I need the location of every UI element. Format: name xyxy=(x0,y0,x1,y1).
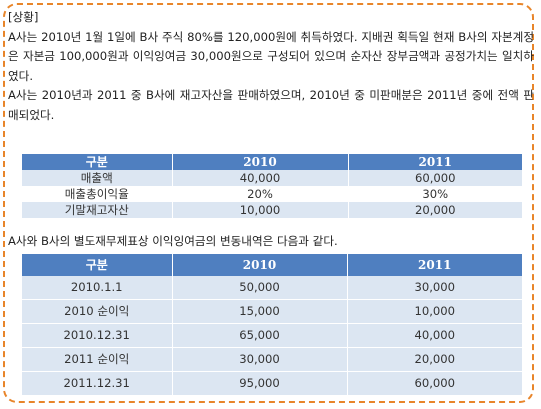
table-cell: 20,000 xyxy=(348,202,522,218)
paragraph-acquisition: A사는 2010년 1월 1일에 B사 주식 80%를 120,000원에 취득… xyxy=(8,29,534,83)
table-cell: 95,000 xyxy=(172,371,348,396)
paragraph-retained-earnings: A사와 B사의 별도재무제표상 이익잉여금의 변동내역은 다음과 같다. xyxy=(8,234,338,248)
table-row: 매출총이익율 20% 30% xyxy=(22,186,522,202)
table-cell: 40,000 xyxy=(347,323,522,348)
table-cell: 60,000 xyxy=(348,170,522,186)
column-header: 2010 xyxy=(172,154,349,170)
table-cell: 30,000 xyxy=(347,276,522,300)
table-cell: 10,000 xyxy=(172,202,349,218)
column-header: 구분 xyxy=(22,154,173,170)
paragraph-inventory-sales: A사는 2010년과 2011 중 B사에 재고자산을 판매하였으며, 2010… xyxy=(8,88,534,122)
column-header: 2011 xyxy=(348,154,522,170)
table-row: 2010.12.31 65,000 40,000 xyxy=(22,323,522,348)
table-cell: 2011 순이익 xyxy=(22,347,173,372)
table-cell: 30% xyxy=(348,186,522,202)
table-cell: 20,000 xyxy=(347,347,522,372)
table-row: 2010.1.1 50,000 30,000 xyxy=(22,276,522,300)
table-header-row: 구분 2010 2011 xyxy=(22,154,522,170)
table-cell: 2010.12.31 xyxy=(22,323,173,348)
table-cell: 50,000 xyxy=(172,276,348,300)
table-cell: 매출총이익율 xyxy=(22,186,173,202)
table-cell: 60,000 xyxy=(347,371,522,396)
table-row: 2010 순이익 15,000 10,000 xyxy=(22,299,522,324)
sales-table: 구분 2010 2011 매출액 40,000 60,000 매출총이익율 20… xyxy=(22,154,522,218)
situation-heading: [상황] xyxy=(8,10,39,24)
table-cell: 기말재고자산 xyxy=(22,202,173,218)
column-header: 구분 xyxy=(22,254,173,276)
table-cell: 10,000 xyxy=(347,299,522,324)
table-cell: 매출액 xyxy=(22,170,173,186)
table-row: 기말재고자산 10,000 20,000 xyxy=(22,202,522,218)
table-cell: 20% xyxy=(172,186,349,202)
column-header: 2010 xyxy=(172,254,348,276)
problem-content: [상황] A사는 2010년 1월 1일에 B사 주식 80%를 120,000… xyxy=(8,8,534,126)
table-header-row: 구분 2010 2011 xyxy=(22,254,522,276)
dashed-frame xyxy=(3,3,534,403)
table-cell: 2010 순이익 xyxy=(22,299,173,324)
table-cell: 30,000 xyxy=(172,347,348,372)
table-row: 2011.12.31 95,000 60,000 xyxy=(22,371,522,396)
table-cell: 65,000 xyxy=(172,323,348,348)
table-row: 매출액 40,000 60,000 xyxy=(22,170,522,186)
table-cell: 2010.1.1 xyxy=(22,276,173,300)
table-cell: 40,000 xyxy=(172,170,349,186)
retained-earnings-table: 구분 2010 2011 2010.1.1 50,000 30,000 2010… xyxy=(22,254,522,396)
table-row: 2011 순이익 30,000 20,000 xyxy=(22,347,522,372)
table-cell: 2011.12.31 xyxy=(22,371,173,396)
column-header: 2011 xyxy=(347,254,522,276)
table-cell: 15,000 xyxy=(172,299,348,324)
